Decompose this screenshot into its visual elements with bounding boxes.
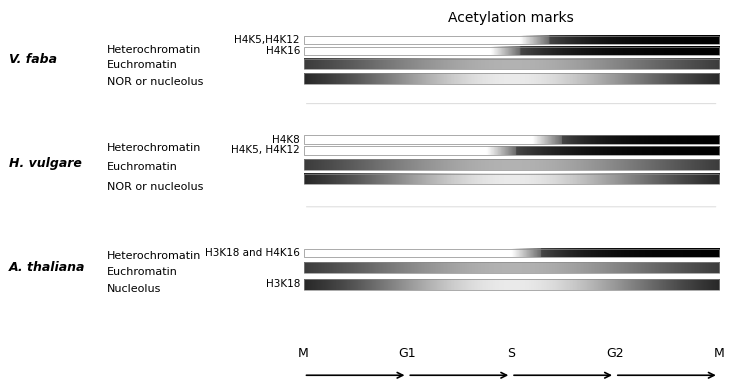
Text: M: M	[713, 347, 724, 360]
Bar	[303, 146, 719, 155]
Bar	[303, 249, 719, 258]
Bar	[303, 36, 719, 44]
Text: NOR or nucleolus: NOR or nucleolus	[107, 182, 203, 192]
Text: Acetylation marks: Acetylation marks	[448, 11, 574, 25]
Text: H3K18: H3K18	[265, 279, 300, 289]
Text: Euchromatin: Euchromatin	[107, 267, 178, 277]
Bar	[303, 135, 719, 144]
Bar	[303, 59, 719, 69]
Text: A. thaliana: A. thaliana	[9, 261, 85, 274]
Text: Heterochromatin: Heterochromatin	[107, 143, 201, 153]
Text: Heterochromatin: Heterochromatin	[107, 45, 201, 55]
Text: H4K16: H4K16	[265, 46, 300, 56]
Bar	[303, 73, 719, 84]
Text: G1: G1	[398, 347, 416, 360]
Text: S: S	[507, 347, 515, 360]
Bar	[303, 47, 719, 55]
Text: H. vulgare: H. vulgare	[9, 157, 82, 170]
Text: V. faba: V. faba	[9, 53, 57, 66]
Text: H4K5, H4K12: H4K5, H4K12	[231, 145, 300, 156]
Bar	[303, 159, 719, 170]
Text: H4K5,H4K12: H4K5,H4K12	[235, 35, 300, 45]
Bar	[303, 173, 719, 184]
Bar	[303, 262, 719, 273]
Text: Heterochromatin: Heterochromatin	[107, 251, 201, 261]
Text: G2: G2	[606, 347, 624, 360]
Text: Euchromatin: Euchromatin	[107, 60, 178, 70]
Text: H3K18 and H4K16: H3K18 and H4K16	[205, 248, 300, 258]
Bar	[303, 279, 719, 289]
Text: Nucleolus: Nucleolus	[107, 284, 162, 294]
Text: M: M	[298, 347, 309, 360]
Text: H4K8: H4K8	[272, 135, 300, 145]
Text: NOR or nucleolus: NOR or nucleolus	[107, 77, 203, 88]
Text: Euchromatin: Euchromatin	[107, 163, 178, 172]
